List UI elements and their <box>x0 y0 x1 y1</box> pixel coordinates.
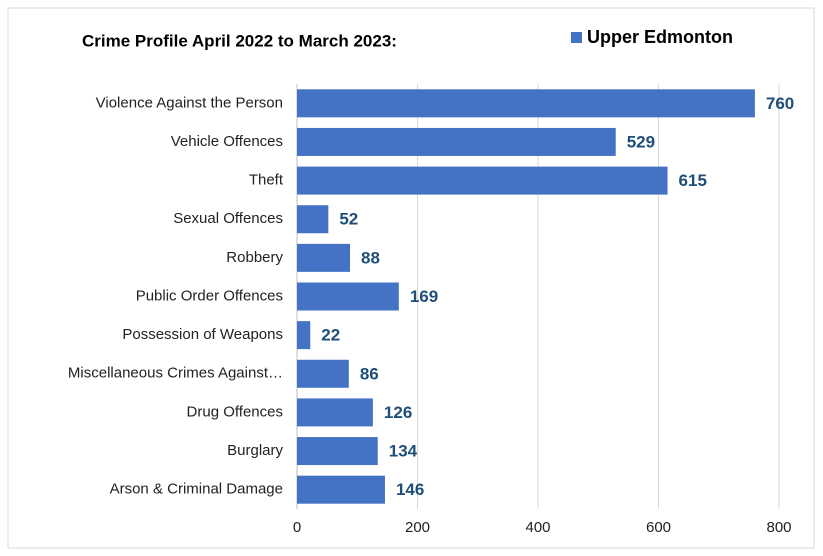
bar <box>297 321 311 350</box>
y-tick-label: Miscellaneous Crimes Against… <box>68 365 283 382</box>
y-tick-label: Sexual Offences <box>173 210 283 227</box>
data-label: 52 <box>339 210 358 229</box>
y-tick-label: Violence Against the Person <box>96 94 283 111</box>
bar <box>297 127 616 156</box>
bar <box>297 282 399 311</box>
x-tick-label: 800 <box>766 519 791 536</box>
x-tick-label: 600 <box>646 519 671 536</box>
y-tick-label: Possession of Weapons <box>122 326 283 343</box>
chart-title: Crime Profile April 2022 to March 2023: <box>82 31 397 50</box>
bar <box>297 89 755 118</box>
data-label: 22 <box>321 326 340 345</box>
data-label: 615 <box>679 171 707 190</box>
x-tick-label: 200 <box>405 519 430 536</box>
bar <box>297 398 373 427</box>
legend-swatch <box>571 32 582 43</box>
legend-label: Upper Edmonton <box>587 27 733 47</box>
y-tick-label: Robbery <box>226 249 283 266</box>
data-label: 146 <box>396 480 424 499</box>
bar <box>297 475 385 504</box>
bar <box>297 205 329 234</box>
x-tick-label: 400 <box>525 519 550 536</box>
y-tick-label: Theft <box>249 172 284 189</box>
chart-border <box>7 7 815 549</box>
y-tick-label: Burglary <box>227 442 283 459</box>
data-label: 169 <box>410 287 438 306</box>
bar <box>297 437 378 466</box>
x-tick-label: 0 <box>293 519 301 536</box>
y-tick-label: Drug Offences <box>187 403 283 420</box>
data-label: 88 <box>361 248 380 267</box>
bar <box>297 166 668 195</box>
y-tick-label: Arson & Criminal Damage <box>110 481 283 498</box>
bar <box>297 359 349 388</box>
data-label: 760 <box>766 94 794 113</box>
bar <box>297 243 351 272</box>
data-label: 529 <box>627 132 655 151</box>
y-tick-label: Vehicle Offences <box>171 133 283 150</box>
data-label: 126 <box>384 403 412 422</box>
data-label: 134 <box>389 442 418 461</box>
y-tick-label: Public Order Offences <box>136 287 283 304</box>
data-label: 86 <box>360 364 379 383</box>
